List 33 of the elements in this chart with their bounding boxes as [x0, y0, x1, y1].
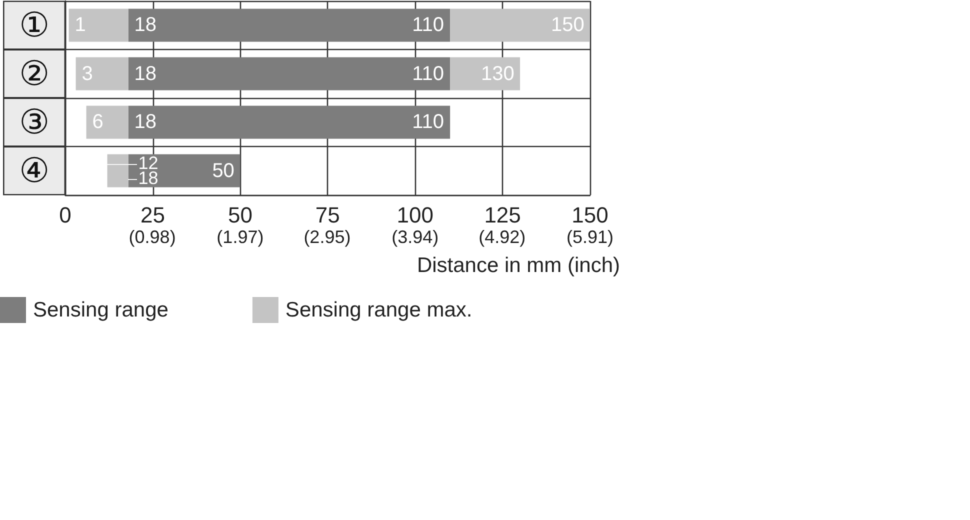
x2-tick-label: (2.95): [304, 227, 351, 247]
y-tick-label: ③: [19, 102, 50, 142]
annotation: 18: [134, 14, 156, 36]
x2-tick-label: (0.98): [128, 227, 176, 247]
x-tick-label: 25: [140, 202, 165, 228]
x-axis-title: Distance in mm (inch): [416, 254, 620, 277]
x-tick-label: 150: [572, 202, 608, 228]
annotation: 110: [412, 111, 444, 134]
x2-tick-label: (5.91): [566, 227, 614, 247]
x2-tick-label: (4.92): [478, 227, 526, 247]
legend-label: Sensing range max.: [285, 298, 472, 322]
annotation: 3: [82, 62, 93, 85]
x-tick-label: 125: [484, 202, 521, 228]
annotation: 50: [212, 160, 234, 182]
annotation: 130: [481, 62, 514, 85]
y-tick-label: ④: [19, 150, 50, 191]
x-tick-label: 100: [396, 202, 434, 228]
x-tick-label: 75: [315, 202, 340, 228]
x2-tick-label: (1.97): [216, 227, 264, 247]
x-tick-label: 50: [228, 202, 252, 228]
annotation: 1: [74, 14, 86, 36]
annotation: 18: [138, 168, 158, 188]
annotation: 110: [412, 14, 444, 36]
annotation: 6: [92, 111, 104, 134]
y-tick-label: ①: [19, 5, 50, 46]
x2-tick-label: (3.94): [392, 227, 439, 247]
legend-label: Sensing range: [33, 298, 168, 322]
x-tick-label: 0: [59, 202, 72, 228]
annotation: 110: [412, 62, 444, 85]
annotation: 18: [134, 62, 156, 85]
annotation: 150: [551, 14, 584, 36]
annotation: 18: [134, 111, 156, 134]
y-tick-label: ②: [19, 54, 50, 94]
